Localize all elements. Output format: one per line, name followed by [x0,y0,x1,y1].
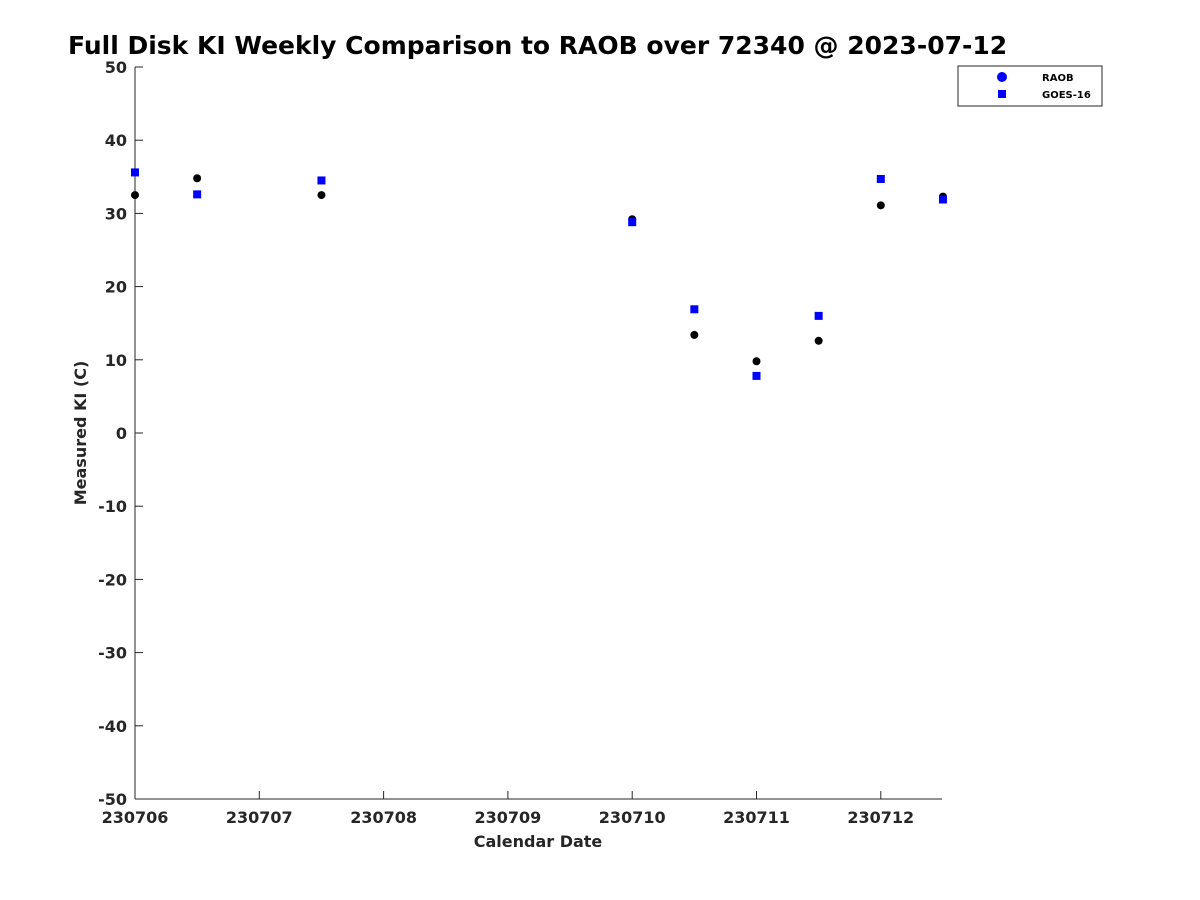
legend-goes-16-marker [998,90,1006,98]
y-tick-label: -40 [98,717,127,736]
y-tick-label: 0 [116,424,127,443]
goes-16-point [938,195,947,204]
x-tick-label: 230710 [599,808,666,827]
raob-point [752,357,761,366]
x-tick-label: 230706 [102,808,169,827]
y-tick-label: 30 [105,204,127,223]
y-tick-label: -50 [98,790,127,809]
goes-16-point [628,218,637,227]
raob-point [876,201,885,210]
y-axis-label: Measured KI (C) [71,361,90,506]
y-tick-label: 50 [105,58,127,77]
goes-16-point [814,311,823,320]
chart-title: Full Disk KI Weekly Comparison to RAOB o… [68,31,1007,60]
legend-raob-marker [997,72,1007,82]
y-tick-label: -30 [98,644,127,663]
y-tick-label: 10 [105,351,127,370]
legend: RAOB GOES-16 [957,65,1103,107]
x-tick-label: 230712 [847,808,914,827]
y-tick-label: 40 [105,131,127,150]
data-points [131,168,947,380]
y-tick-label: -20 [98,570,127,589]
goes-16-point [317,176,326,185]
y-tick-label: -10 [98,497,127,516]
raob-point [131,191,139,200]
goes-16-point [752,371,761,380]
x-tick-label: 230709 [475,808,542,827]
x-tick-label: 230711 [723,808,790,827]
legend-box [957,65,1103,107]
y-tick-label: 20 [105,278,127,297]
raob-point [690,330,699,339]
raob-point [814,336,823,345]
series-goes-16 [131,168,947,380]
legend-label: RAOB [1042,73,1074,84]
x-axis-label: Calendar Date [474,832,603,851]
raob-point [193,174,202,183]
x-tick-label: 230707 [226,808,293,827]
goes-16-point [193,190,202,199]
goes-16-point [131,168,139,177]
goes-16-point [876,174,885,183]
goes-16-point [690,305,699,314]
series-raob [131,174,947,366]
legend-label: GOES-16 [1042,90,1091,101]
x-tick-label: 230708 [350,808,417,827]
raob-point [317,191,326,200]
